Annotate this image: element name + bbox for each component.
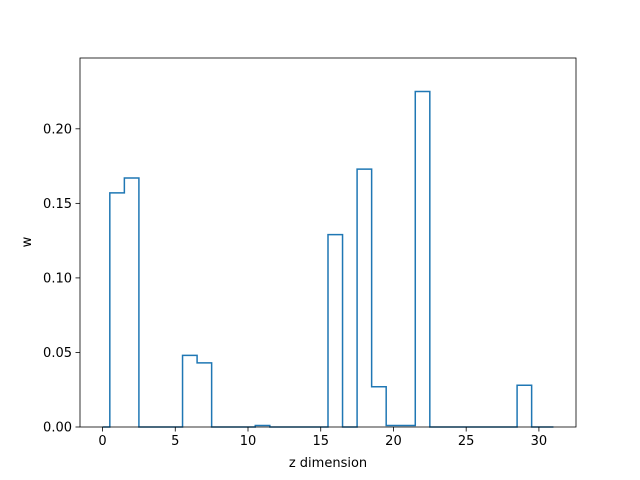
y-tick-label: 0.10 xyxy=(43,271,72,286)
x-tick-label: 10 xyxy=(240,434,257,449)
x-tick-label: 20 xyxy=(385,434,402,449)
y-axis-label: w xyxy=(20,236,35,247)
axes-frame xyxy=(79,57,577,428)
x-axis-label: z dimension xyxy=(289,456,367,471)
x-tick-label: 0 xyxy=(98,434,106,449)
y-tick-label: 0.00 xyxy=(43,421,72,436)
y-tick-label: 0.05 xyxy=(43,346,72,361)
x-tick-label: 15 xyxy=(312,434,329,449)
y-tick-label: 0.20 xyxy=(43,122,72,137)
x-tick-label: 25 xyxy=(458,434,475,449)
x-tick-label: 5 xyxy=(171,434,179,449)
x-tick-label: 30 xyxy=(531,434,548,449)
y-tick-label: 0.15 xyxy=(43,197,72,212)
